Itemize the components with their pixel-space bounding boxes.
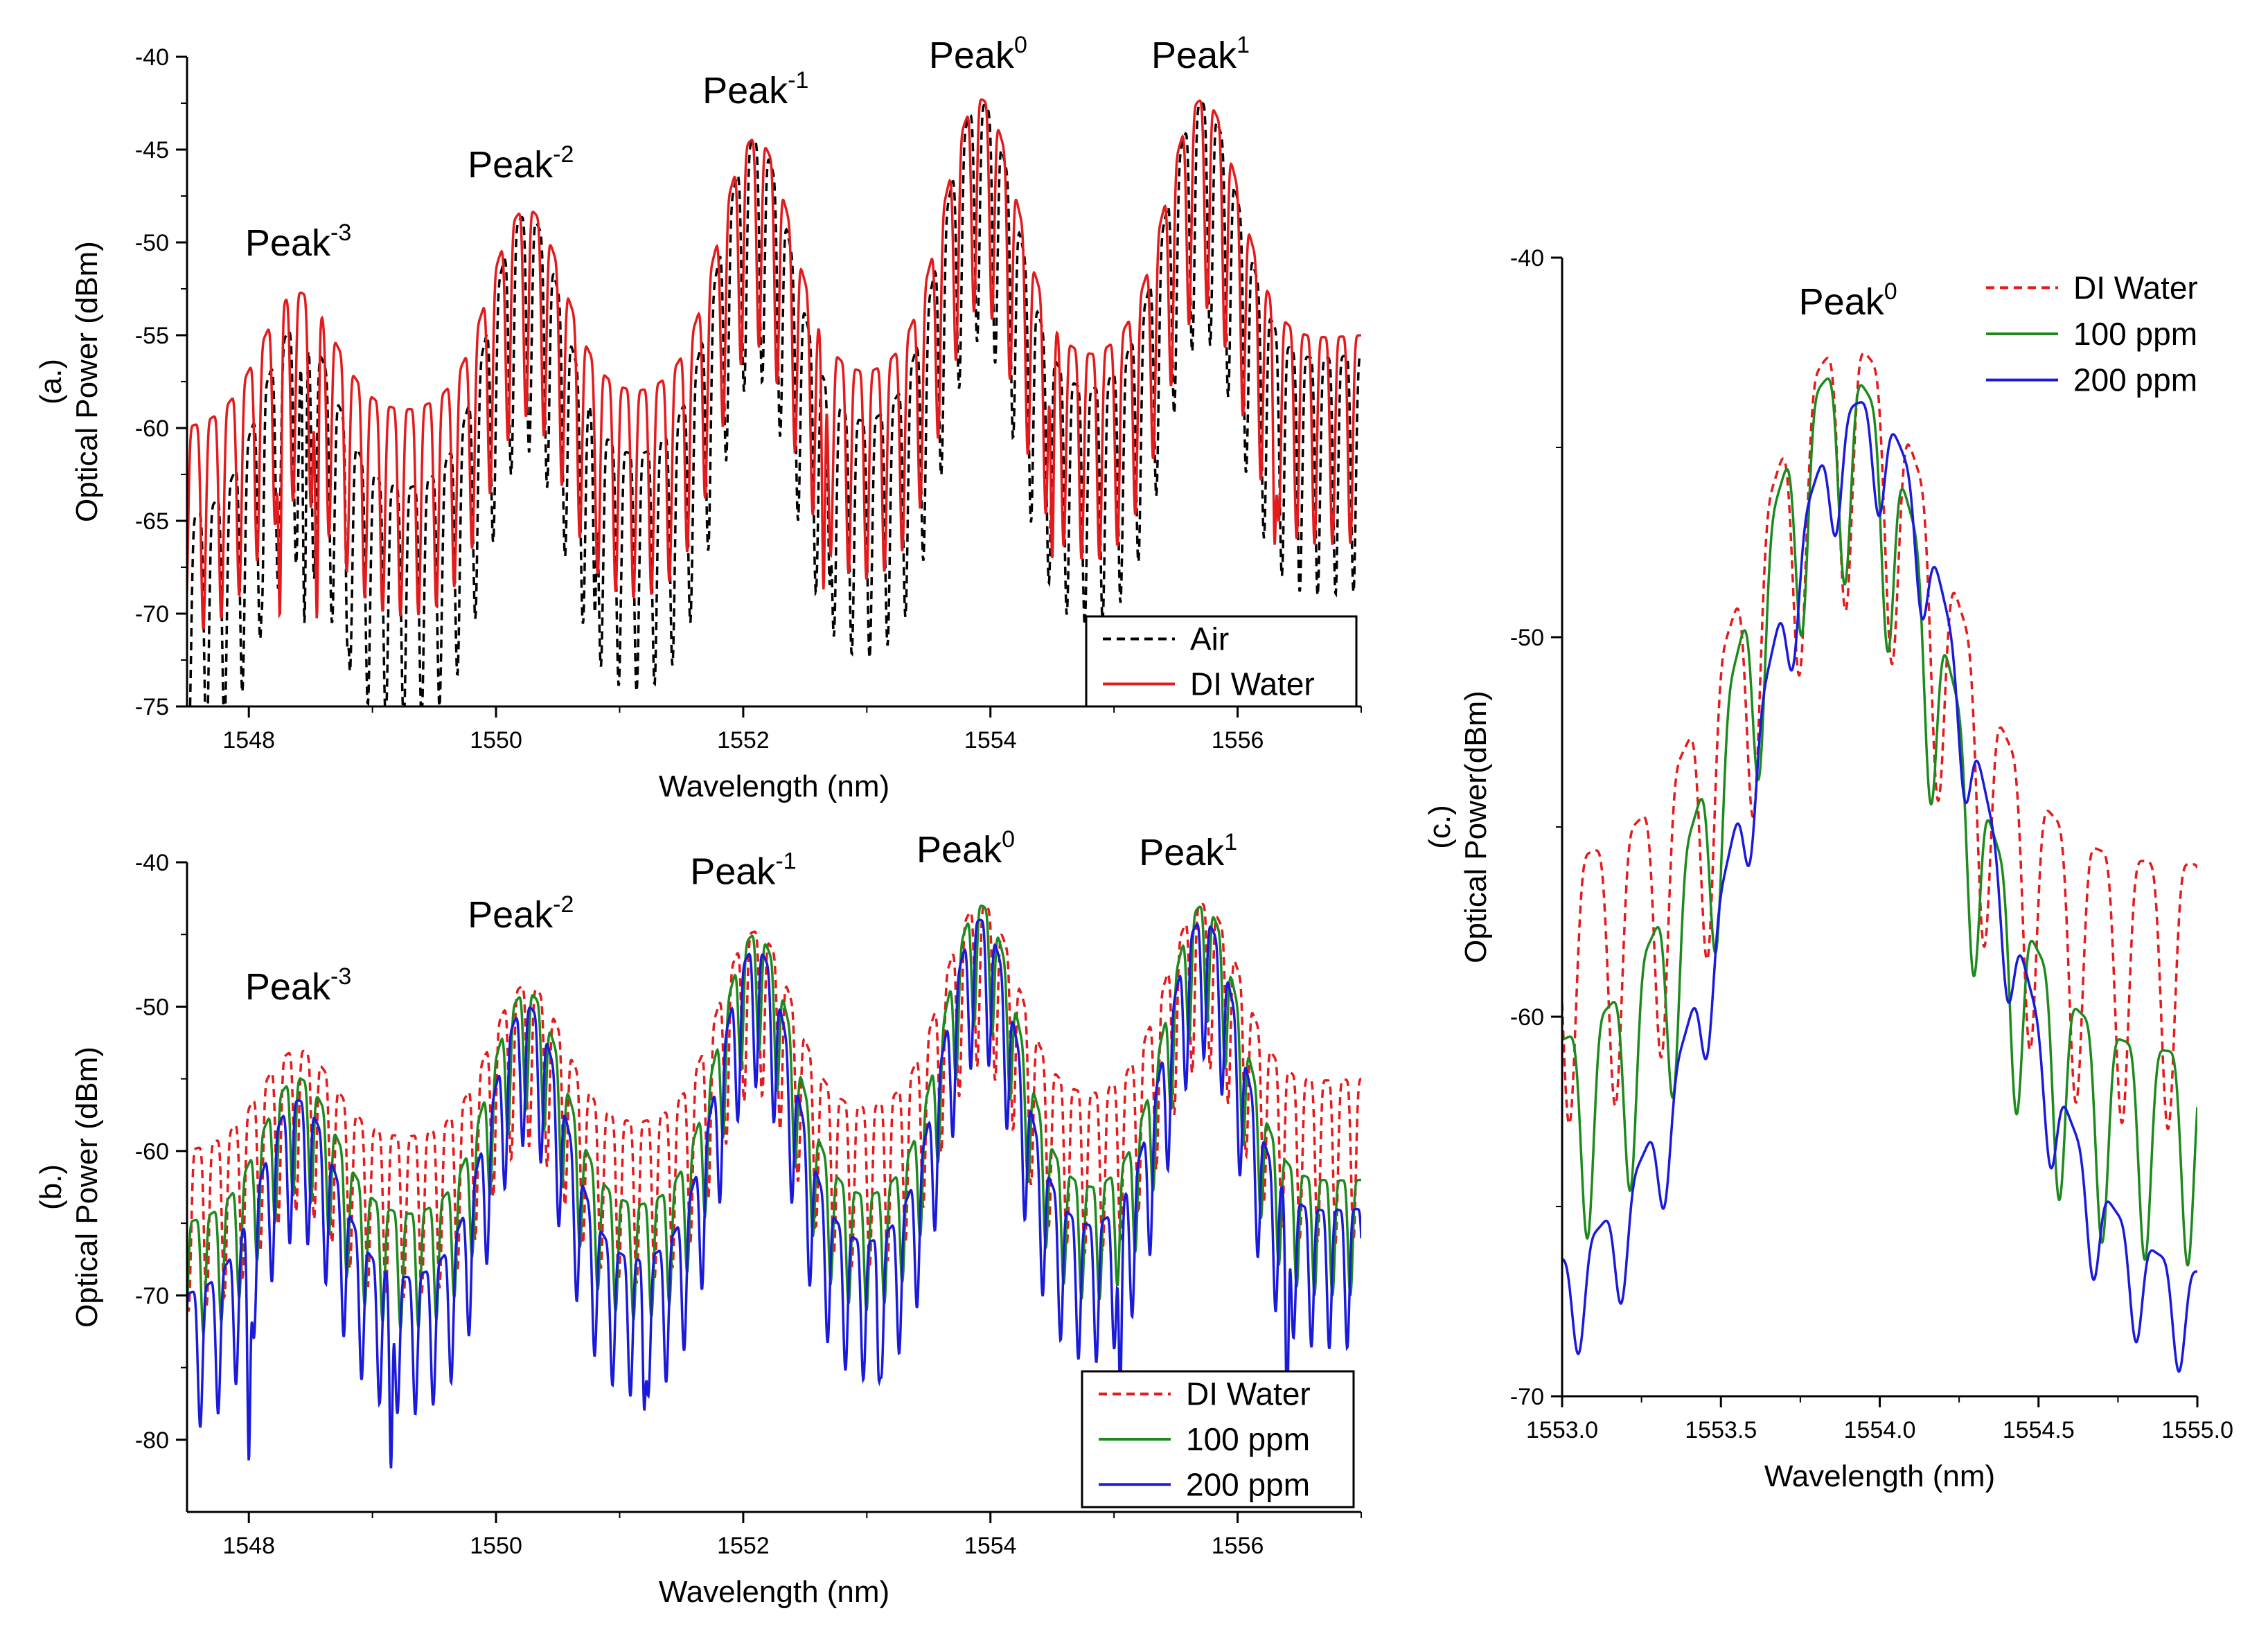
y-tick-label: -45 [135,137,169,163]
y-tick-label: -55 [135,323,169,349]
y-axis-title: Optical Power(dBm) [1459,691,1493,963]
y-tick-label: -60 [135,416,169,442]
x-tick-label: 1554.5 [2003,1417,2075,1443]
x-tick-label: 1556 [1212,727,1264,754]
y-tick-label: -50 [1510,625,1544,651]
peak-label: Peak0 [1799,278,1897,323]
x-tick-label: 1554.0 [1844,1417,1916,1443]
peak-label: Peak-1 [702,67,808,112]
legend-entry: DI Water [2073,269,2198,305]
legend-entry: Air [1190,621,1229,657]
x-tick-label: 1550 [470,1533,522,1559]
x-axis-title: Wavelength (nm) [659,1575,889,1609]
x-tick-label: 1554 [964,1533,1017,1559]
legend-entry: 200 ppm [1186,1466,1310,1502]
legend-entry: 100 ppm [2073,316,2197,352]
y-tick-label: -75 [135,694,169,720]
legend: Air DI Water [1085,615,1358,708]
y-tick-label: -50 [135,230,169,256]
peak-label: Peak1 [1151,32,1250,76]
peak-label: Peak-3 [245,963,351,1008]
legend-entry: DI Water [1190,666,1315,702]
x-tick-label: 1548 [222,727,275,754]
x-tick-label: 1550 [470,727,522,754]
legend-entry: 100 ppm [1186,1421,1310,1457]
x-tick-label: 1552 [717,1533,770,1559]
legend-entry: 200 ppm [2073,362,2197,398]
legend: DI Water 100 ppm 200 ppm [1081,1370,1355,1508]
series-line-di-water [187,98,1361,630]
legend: DI Water 100 ppm 200 ppm [1986,269,2198,398]
y-tick-label: -65 [135,508,169,535]
peak-label: Peak1 [1139,829,1237,873]
peak-label: Peak-2 [468,891,574,936]
x-tick-label: 1548 [222,1533,275,1559]
y-axis-title: Optical Power (dBm) [70,1047,104,1328]
peak-label: Peak-1 [690,848,796,892]
peak-label: Peak0 [929,32,1027,76]
x-axis-title: Wavelength (nm) [659,769,889,803]
series-line-100-ppm [1562,377,2197,1267]
x-tick-label: 1552 [717,727,770,754]
y-tick-label: -60 [1510,1004,1544,1031]
y-tick-label: -70 [1510,1384,1544,1410]
chart-panel-c: 1553.0 1553.5 1554.0 1554.5 1555.0 -70 -60 -50 -… [1423,245,2233,1493]
series-line-200-ppm [1562,401,2197,1373]
x-tick-label: 1556 [1212,1533,1264,1559]
y-tick-label: -40 [135,44,169,71]
peak-label: Peak0 [916,826,1015,871]
series-line-di-water [187,902,1361,1312]
y-tick-label: -80 [135,1427,169,1454]
panel-label: (b.) [34,1164,68,1210]
peak-label: Peak-2 [468,141,574,186]
chart-panel-a: 1548 1550 1552 1554 1556 -75 -70 -65 -60 -55 -50 -4… [34,32,1362,803]
panel-label: (c.) [1423,805,1457,849]
panel-label: (a.) [34,359,68,404]
y-tick-label: -70 [135,601,169,627]
legend-box [1085,615,1358,708]
x-tick-label: 1553.5 [1685,1417,1757,1443]
series-line-200-ppm [187,918,1361,1469]
y-tick-label: -70 [135,1283,169,1309]
x-tick-label: 1554 [964,727,1017,754]
y-tick-label: -40 [1510,245,1544,271]
x-axis-title: Wavelength (nm) [1764,1459,1995,1493]
chart-panel-b: 1548 1550 1552 1554 1556 -80 -70 -60 -50 -40 Wavel… [34,826,1362,1609]
y-tick-label: -50 [135,994,169,1020]
legend-entry: DI Water [1186,1376,1311,1412]
x-tick-label: 1555.0 [2161,1417,2233,1443]
peak-label: Peak-3 [245,220,351,264]
x-tick-label: 1553.0 [1526,1417,1598,1443]
y-axis-title: Optical Power (dBm) [70,241,104,522]
y-tick-label: -60 [135,1139,169,1165]
y-tick-label: -40 [135,850,169,876]
series-line-di-water [1562,352,2197,1131]
